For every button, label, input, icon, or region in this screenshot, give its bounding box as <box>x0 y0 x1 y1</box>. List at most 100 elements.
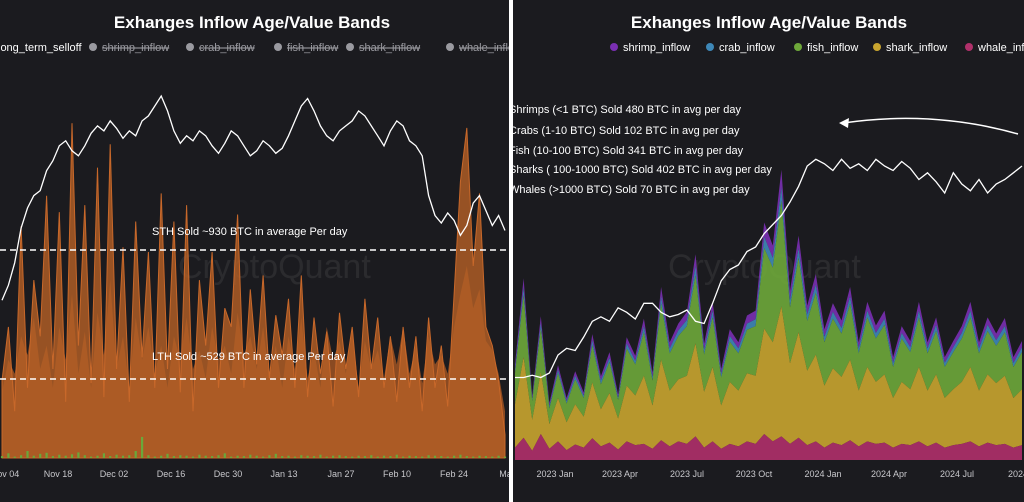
x-tick-label: Nov 18 <box>44 469 73 479</box>
right-chart-title: Exhanges Inflow Age/Value Bands <box>631 13 907 32</box>
crab-annotation: Crabs (1-10 BTC) Sold 102 BTC in avg per… <box>513 125 740 137</box>
left-chart-panel: CryptoQuant STH Sold ~930 BTC in average… <box>0 0 509 502</box>
panel-divider <box>509 0 513 502</box>
left-chart-svg: CryptoQuant STH Sold ~930 BTC in average… <box>0 0 509 502</box>
x-tick-label: 2023 Jan <box>536 469 573 479</box>
green-bar <box>319 454 322 458</box>
green-bar <box>472 456 475 458</box>
legend-item-crab_inflow[interactable]: crab_inflow <box>186 42 255 54</box>
right-chart-panel: CryptoQuant Exhanges Inflow Age/Value Ba… <box>513 0 1024 502</box>
legend-marker <box>446 43 454 51</box>
green-bar <box>376 456 379 458</box>
shrimp-annotation: Shrimps (<1 BTC) Sold 480 BTC in avg per… <box>513 104 742 116</box>
green-bar <box>338 455 341 458</box>
legend-label: crab_inflow <box>719 42 775 54</box>
selloff-area-group <box>1 123 506 459</box>
whale-annotation: Whales (>1000 BTC) Sold 70 BTC in avg pe… <box>513 184 750 196</box>
legend-item-whale_inflow[interactable]: whale_inflow <box>965 42 1024 54</box>
green-bar <box>64 455 67 458</box>
green-bar <box>440 456 443 458</box>
green-bar <box>421 456 424 458</box>
green-bar <box>332 455 335 458</box>
green-bar <box>141 436 144 458</box>
annotation-arrow <box>842 117 1019 135</box>
green-bar <box>491 456 494 458</box>
fish-annotation: Fish (10-100 BTC) Sold 341 BTC in avg pe… <box>513 145 744 157</box>
green-bar <box>293 456 296 458</box>
x-tick-label: Mar <box>499 469 509 479</box>
green-bar <box>236 455 239 458</box>
green-bar <box>77 452 80 458</box>
green-bar <box>115 454 118 458</box>
right-legend[interactable]: shrimp_inflow crab_inflow fish_inflow shark… <box>610 42 1024 54</box>
legend-item-fish_inflow[interactable]: fish_inflow <box>794 42 858 54</box>
lth-annotation: LTH Sold ~529 BTC in average Per day <box>152 351 346 363</box>
green-bar <box>45 452 48 458</box>
green-bar <box>191 456 195 458</box>
green-bar <box>453 455 456 458</box>
legend-item-shrimp_inflow[interactable]: shrimp_inflow <box>610 42 690 54</box>
legend-label: whale_inflow <box>977 42 1024 54</box>
green-bar <box>160 455 163 458</box>
annotation-arrowhead <box>839 118 849 128</box>
legend-item-long_term_selloff[interactable]: long_term_selloff <box>0 42 83 54</box>
x-tick-label: Feb 10 <box>383 469 411 479</box>
green-bar <box>484 456 487 458</box>
green-bar <box>70 454 74 458</box>
right-chart-svg: CryptoQuant Exhanges Inflow Age/Value Ba… <box>513 0 1024 502</box>
legend-marker <box>610 43 618 51</box>
green-bar <box>255 455 258 458</box>
green-bar <box>102 453 105 458</box>
fish-inflow-area <box>515 200 1022 424</box>
legend-item-shrimp_inflow[interactable]: shrimp_inflow <box>89 42 169 54</box>
green-bar <box>408 455 411 458</box>
green-bar <box>287 455 290 458</box>
green-bar <box>281 456 284 458</box>
green-bar <box>96 455 99 458</box>
legend-item-crab_inflow[interactable]: crab_inflow <box>706 42 775 54</box>
x-tick-label: 2024 <box>1008 469 1024 479</box>
legend-label: fish_inflow <box>807 42 858 54</box>
legend-marker <box>706 43 714 51</box>
legend-marker <box>274 43 282 51</box>
shark-inflow-area <box>515 306 1022 451</box>
green-bar <box>39 453 42 458</box>
x-tick-label: Jan 13 <box>270 469 297 479</box>
legend-marker <box>186 43 194 51</box>
green-bar <box>503 456 507 458</box>
x-tick-label: 2023 Apr <box>602 469 638 479</box>
green-bar <box>306 455 309 458</box>
green-bar <box>344 456 347 458</box>
green-bar <box>198 454 201 458</box>
green-bar <box>217 455 220 458</box>
legend-item-shark_inflow[interactable]: shark_inflow <box>873 42 947 54</box>
green-bar <box>20 455 23 458</box>
green-bar <box>223 453 226 458</box>
legend-marker <box>89 43 97 51</box>
price-line <box>515 158 1023 379</box>
legend-label: shark_inflow <box>886 42 947 54</box>
green-bar <box>370 455 373 458</box>
legend-marker <box>346 43 354 51</box>
green-bar <box>204 455 207 458</box>
green-bar <box>134 451 137 458</box>
green-bar <box>268 455 271 458</box>
legend-label: whale_inflow_long_term_selloff <box>458 42 509 54</box>
x-tick-label: Dec 16 <box>157 469 186 479</box>
green-bar <box>147 455 150 458</box>
green-bar <box>83 455 86 458</box>
green-bar <box>402 456 405 458</box>
green-bar <box>478 455 481 458</box>
legend-item-shark_inflow[interactable]: shark_inflow <box>346 42 420 54</box>
left-legend[interactable]: long_term_selloff shrimp_inflow crab_inflo… <box>0 42 509 54</box>
green-bar <box>230 456 233 458</box>
green-bar <box>26 451 29 458</box>
green-bar <box>109 456 112 458</box>
x-tick-label: 2024 Apr <box>871 469 907 479</box>
legend-item-fish_inflow[interactable]: fish_inflow <box>274 42 338 54</box>
legend-marker <box>965 43 973 51</box>
legend-item-whale_inflow_long_term_selloff[interactable]: whale_inflow_long_term_selloff <box>446 42 509 54</box>
green-bar <box>446 456 449 458</box>
green-bar <box>351 456 354 458</box>
green-bar <box>414 456 417 458</box>
